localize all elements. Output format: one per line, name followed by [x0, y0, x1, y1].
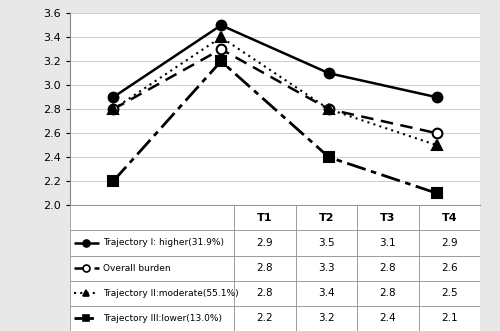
Text: 2.8: 2.8	[380, 288, 396, 298]
FancyBboxPatch shape	[70, 205, 234, 230]
FancyBboxPatch shape	[357, 306, 418, 331]
Text: 3.2: 3.2	[318, 313, 334, 323]
Text: 3.1: 3.1	[380, 238, 396, 248]
FancyBboxPatch shape	[234, 281, 296, 306]
FancyBboxPatch shape	[70, 306, 234, 331]
Text: Trajectory II:moderate(55.1%): Trajectory II:moderate(55.1%)	[103, 289, 238, 298]
Text: Trajectory III:lower(13.0%): Trajectory III:lower(13.0%)	[103, 314, 222, 323]
Text: 2.8: 2.8	[380, 263, 396, 273]
FancyBboxPatch shape	[70, 281, 234, 306]
FancyBboxPatch shape	[418, 230, 480, 256]
FancyBboxPatch shape	[418, 281, 480, 306]
FancyBboxPatch shape	[296, 205, 357, 230]
FancyBboxPatch shape	[418, 256, 480, 281]
Text: T1: T1	[257, 213, 272, 223]
FancyBboxPatch shape	[296, 256, 357, 281]
Text: Trajectory I: higher(31.9%): Trajectory I: higher(31.9%)	[103, 238, 224, 248]
Text: T2: T2	[318, 213, 334, 223]
FancyBboxPatch shape	[357, 205, 418, 230]
FancyBboxPatch shape	[357, 281, 418, 306]
Text: 2.8: 2.8	[256, 288, 273, 298]
FancyBboxPatch shape	[357, 256, 418, 281]
FancyBboxPatch shape	[234, 230, 296, 256]
Text: 2.8: 2.8	[256, 263, 273, 273]
FancyBboxPatch shape	[296, 281, 357, 306]
FancyBboxPatch shape	[234, 306, 296, 331]
FancyBboxPatch shape	[70, 230, 234, 256]
Text: 2.9: 2.9	[256, 238, 273, 248]
Text: T3: T3	[380, 213, 396, 223]
Text: 3.5: 3.5	[318, 238, 334, 248]
Text: 2.4: 2.4	[380, 313, 396, 323]
FancyBboxPatch shape	[234, 256, 296, 281]
FancyBboxPatch shape	[418, 306, 480, 331]
FancyBboxPatch shape	[357, 230, 418, 256]
FancyBboxPatch shape	[70, 256, 234, 281]
Text: 3.4: 3.4	[318, 288, 334, 298]
FancyBboxPatch shape	[234, 205, 296, 230]
Text: 2.2: 2.2	[256, 313, 273, 323]
Text: Overall burden: Overall burden	[103, 263, 170, 273]
Text: T4: T4	[442, 213, 457, 223]
Text: 3.3: 3.3	[318, 263, 334, 273]
FancyBboxPatch shape	[296, 230, 357, 256]
FancyBboxPatch shape	[418, 205, 480, 230]
Text: 2.1: 2.1	[441, 313, 458, 323]
Text: 2.6: 2.6	[441, 263, 458, 273]
Text: 2.9: 2.9	[441, 238, 458, 248]
FancyBboxPatch shape	[296, 306, 357, 331]
Text: 2.5: 2.5	[441, 288, 458, 298]
